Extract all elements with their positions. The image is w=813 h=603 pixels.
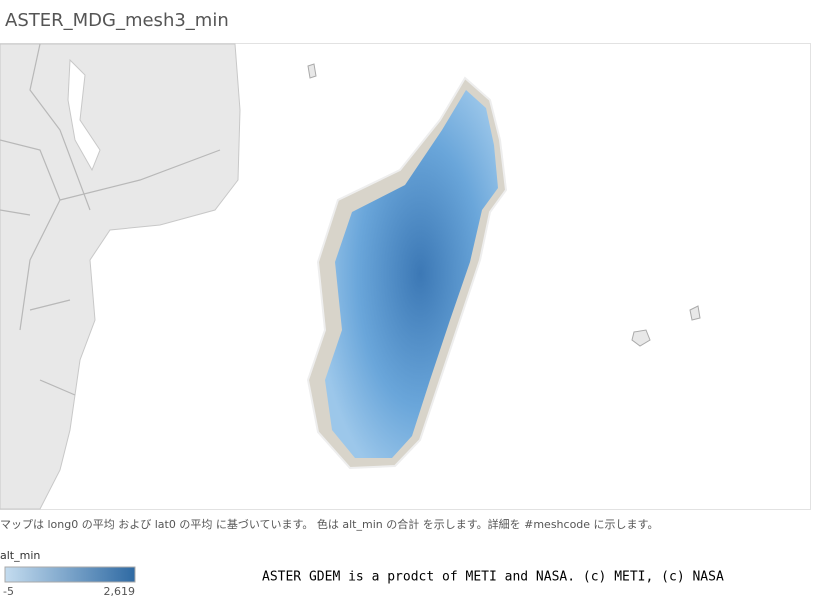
- legend-max: 2,619: [104, 585, 136, 598]
- caption: マップは long0 の平均 および lat0 の平均 に基づいています。 色は…: [0, 517, 658, 531]
- lake: [67, 58, 101, 172]
- borders: [0, 43, 221, 396]
- africa-land: [0, 43, 241, 510]
- legend-min: -5: [3, 585, 14, 598]
- legend-title: alt_min: [0, 549, 40, 562]
- islands: [307, 63, 701, 347]
- credit: ASTER GDEM is a prodct of METI and NASA.…: [262, 570, 724, 585]
- madagascar-elevation: [325, 90, 498, 458]
- legend-gradient: [4, 566, 136, 583]
- title: ASTER_MDG_mesh3_min: [5, 10, 229, 31]
